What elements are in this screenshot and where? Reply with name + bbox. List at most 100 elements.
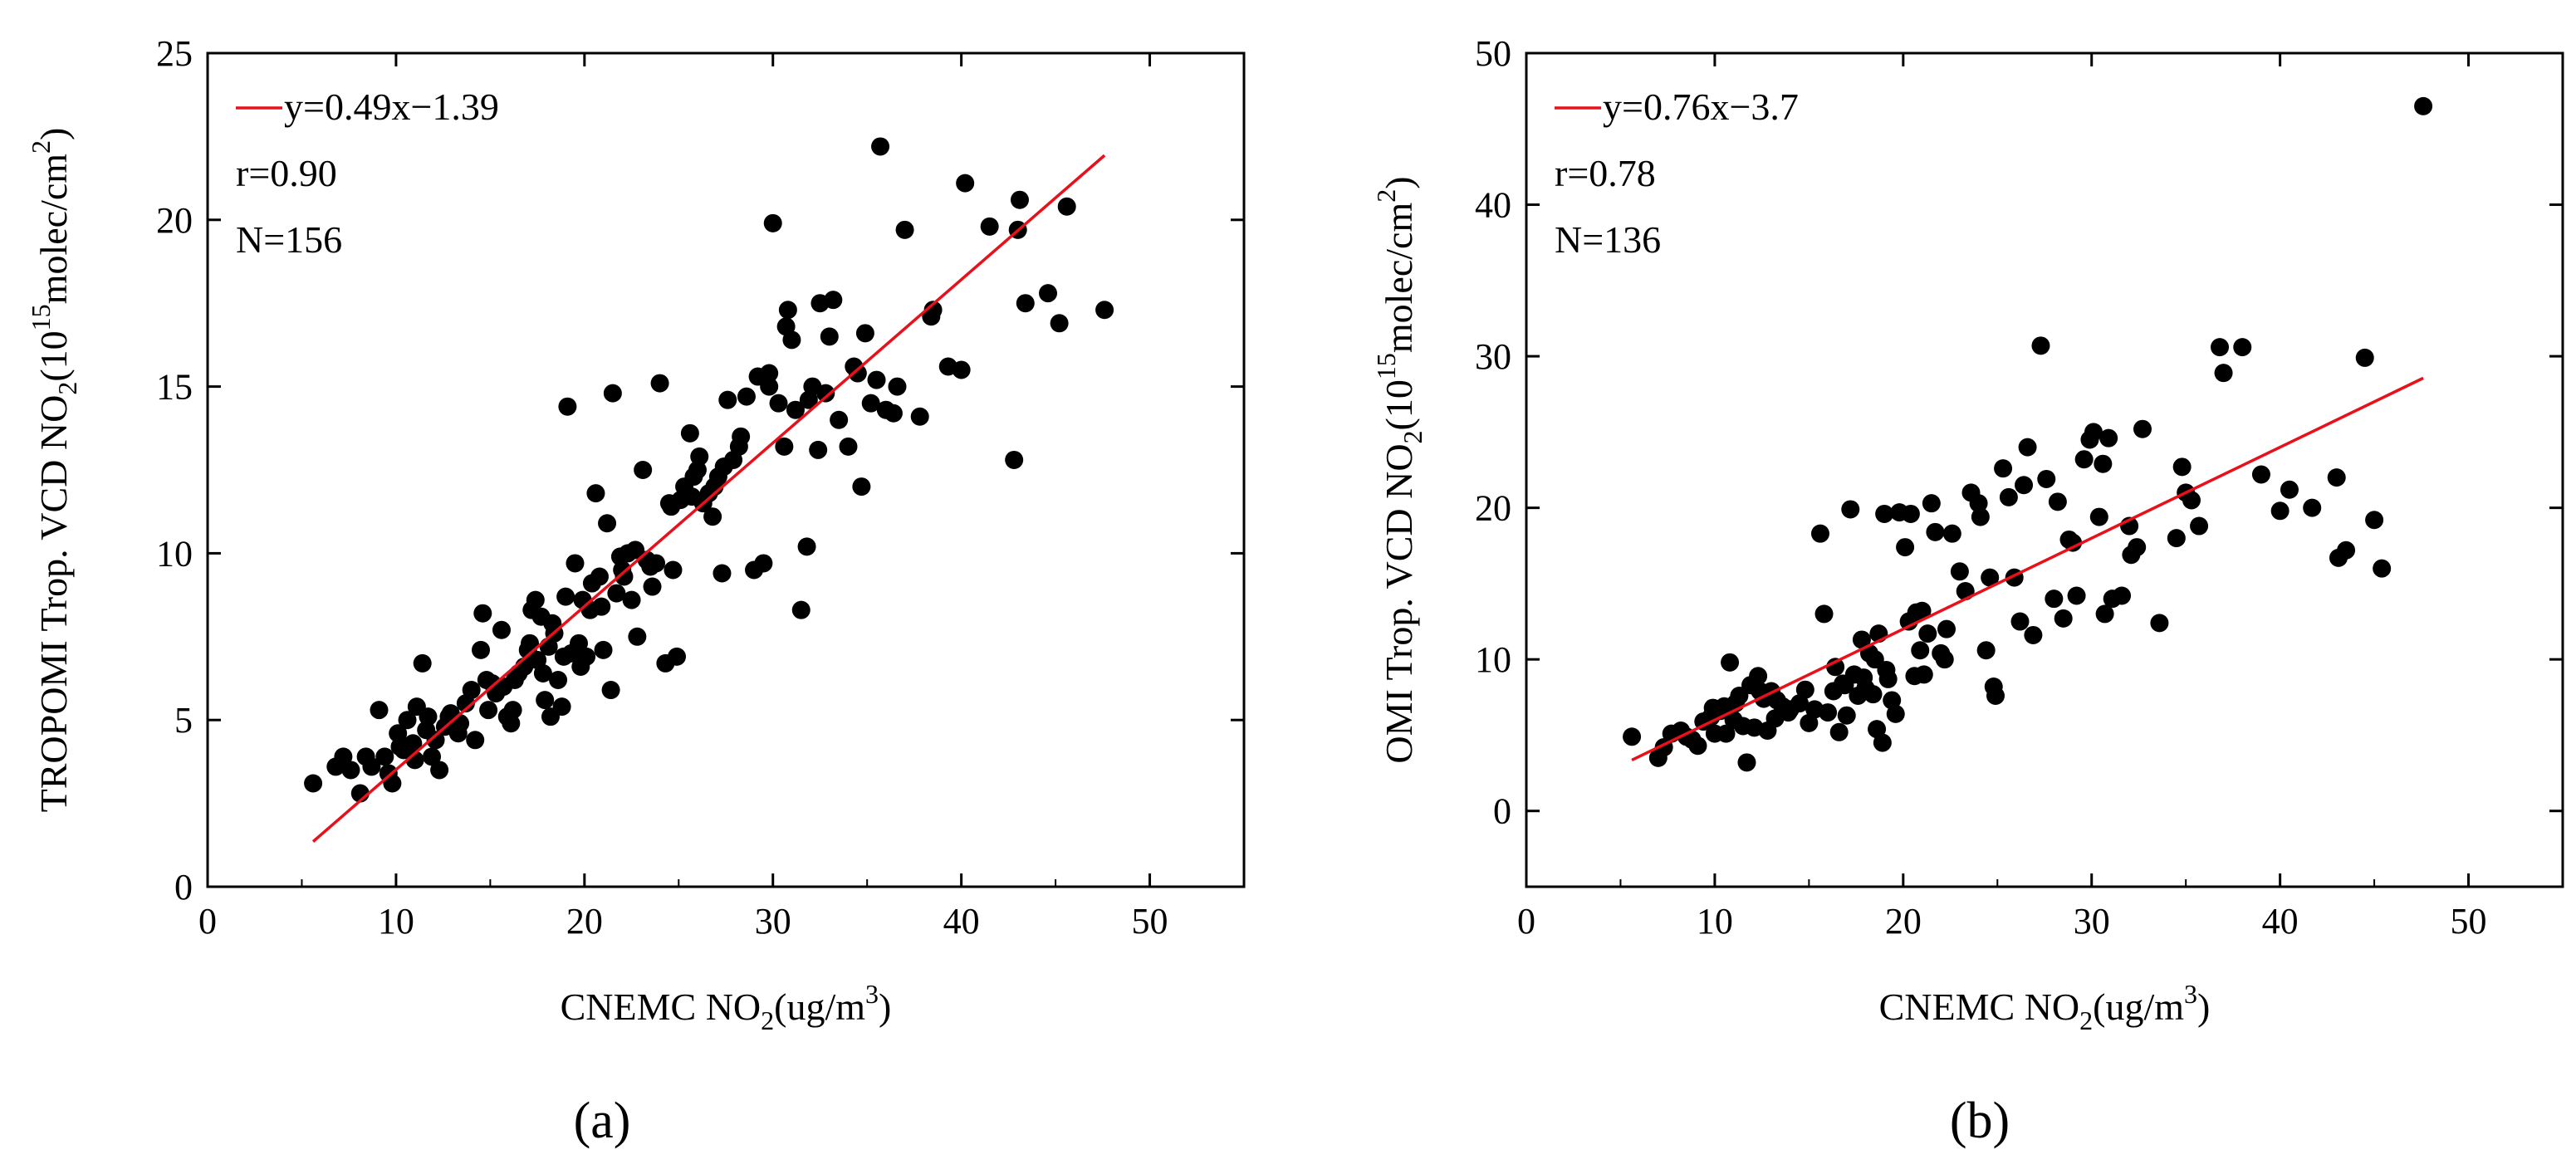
scatter-point — [304, 774, 323, 793]
scatter-point — [448, 724, 468, 743]
scatter-point — [871, 137, 890, 156]
scatter-point — [1724, 711, 1743, 730]
scatter-point — [502, 714, 521, 733]
x-tick-label: 20 — [1885, 901, 1922, 942]
y-tick-label: 0 — [1493, 791, 1511, 832]
scatter-point — [922, 307, 941, 326]
scatter-point — [1863, 685, 1883, 704]
x-tick-label: 40 — [2262, 901, 2299, 942]
scatter-point — [797, 537, 816, 556]
scatter-point — [664, 560, 683, 580]
scatter-point — [2031, 336, 2050, 355]
scatter-point — [628, 627, 647, 646]
scatter-point — [2113, 586, 2132, 605]
scatter-point — [1717, 724, 1736, 743]
scatter-point — [1976, 641, 1996, 660]
scatter-point — [1814, 604, 1834, 624]
scatter-point — [526, 590, 545, 609]
scatter-point — [1835, 676, 1854, 695]
scatter-point — [1873, 733, 1892, 752]
legend-equation: y=0.76x−3.7 — [1603, 86, 1799, 128]
scatter-point — [2122, 545, 2141, 565]
scatter-point — [1912, 601, 1932, 620]
scatter-point — [1942, 524, 1961, 543]
fit-line — [311, 154, 1106, 843]
scatter-point — [830, 410, 849, 429]
scatter-point — [549, 671, 568, 690]
scatter-point — [2414, 96, 2433, 115]
scatter-point — [848, 364, 867, 383]
scatter-point — [729, 437, 748, 456]
scatter-point — [2084, 423, 2103, 442]
scatter-point — [375, 747, 394, 766]
scatter-point — [1829, 722, 1849, 741]
y-tick-label: 5 — [174, 700, 193, 741]
scatter-point — [769, 394, 788, 413]
y-tick-label: 15 — [156, 367, 193, 408]
scatter-point — [356, 747, 375, 766]
scatter-point — [462, 681, 481, 700]
scatter-point — [473, 604, 492, 623]
scatter-point — [650, 374, 669, 393]
scatter-point — [910, 407, 929, 426]
scatter-point — [2037, 469, 2056, 488]
scatter-point — [552, 697, 571, 717]
y-tick-label: 20 — [156, 200, 193, 241]
scatter-point — [1795, 680, 1814, 699]
scatter-point — [1886, 704, 1905, 723]
scatter-point — [1901, 504, 1920, 523]
scatter-point — [1826, 658, 1845, 677]
y-tick-label: 10 — [1475, 639, 1511, 680]
scatter-point — [577, 647, 596, 666]
scatter-point — [554, 647, 573, 666]
scatter-point — [2355, 348, 2374, 367]
y-tick-label: 25 — [156, 33, 193, 74]
scatter-point — [952, 360, 971, 379]
scatter-point — [472, 640, 491, 659]
scatter-point — [824, 291, 843, 310]
scatter-point — [680, 423, 699, 443]
y-tick-label: 50 — [1475, 33, 1511, 74]
scatter-point — [556, 587, 575, 606]
scatter-point — [379, 764, 398, 783]
scatter-point — [2018, 438, 2037, 457]
scatter-point — [2048, 492, 2067, 511]
scatter-point — [2365, 511, 2384, 530]
legend-n: N=156 — [236, 218, 342, 261]
scatter-point — [2074, 450, 2094, 469]
scatter-point — [603, 384, 622, 403]
scatter-point — [760, 377, 779, 396]
plot-frame — [206, 51, 1246, 888]
scatter-point — [607, 584, 626, 603]
scatter-point — [786, 400, 805, 419]
x-tick-label: 20 — [566, 901, 603, 942]
scatter-point — [1039, 284, 1058, 303]
scatter-point — [888, 377, 907, 396]
scatter-point — [763, 213, 782, 232]
scatter-point — [543, 614, 562, 633]
x-tick-label: 50 — [1132, 901, 1168, 942]
scatter-point — [2094, 454, 2113, 473]
scatter-point — [1981, 568, 2000, 587]
scatter-point — [1868, 720, 1887, 739]
scatter-point — [2024, 625, 2043, 644]
scatter-point — [1969, 494, 1988, 513]
scatter-point — [2045, 589, 2064, 609]
scatter-point — [1896, 538, 1915, 557]
scatter-point — [479, 701, 498, 720]
scatter-point — [2089, 507, 2108, 526]
scatter-point — [390, 737, 409, 756]
scatter-point — [776, 317, 796, 336]
x-tick-label: 30 — [755, 901, 791, 942]
scatter-point — [2015, 476, 2034, 495]
scatter-point — [690, 447, 709, 466]
scatter-point — [634, 461, 653, 479]
scatter-point — [754, 554, 773, 573]
scatter-point — [2054, 609, 2073, 628]
x-tick-label: 0 — [1517, 901, 1535, 942]
scatter-point — [820, 327, 839, 346]
scatter-point — [503, 701, 522, 720]
scatter-point — [1918, 624, 1937, 643]
scatter-point — [2167, 529, 2186, 548]
